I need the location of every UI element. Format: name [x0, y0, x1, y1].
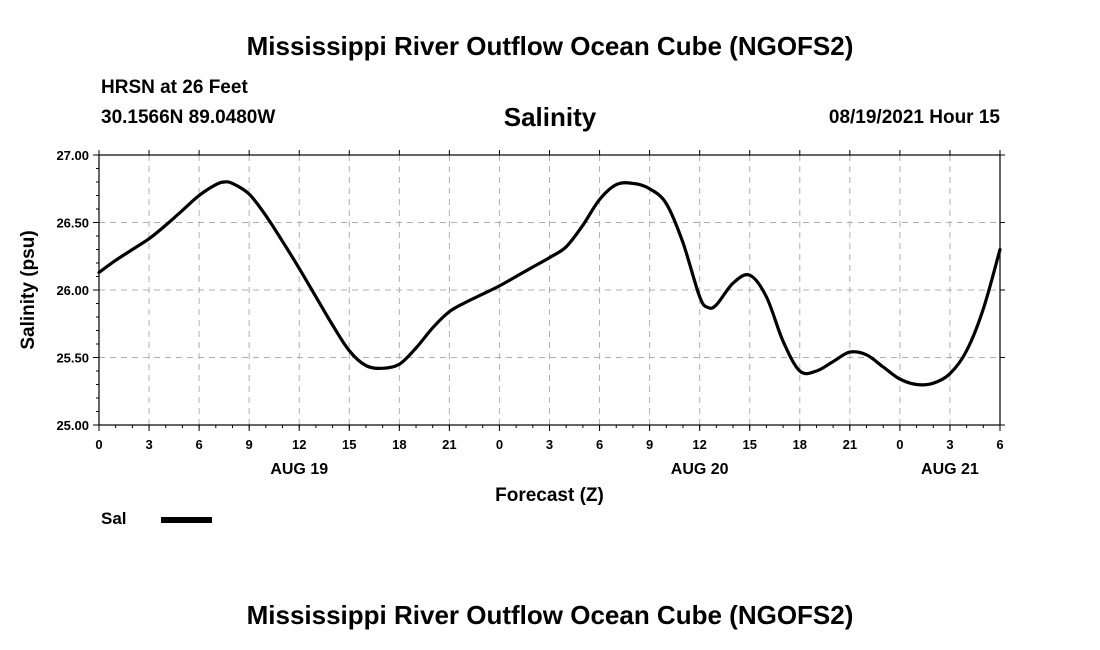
- x-day-label: AUG 21: [921, 461, 979, 478]
- y-tick-label: 26.00: [56, 283, 89, 298]
- station-coordinates: 30.1566N 89.0480W: [101, 107, 276, 128]
- legend-label: Sal: [101, 509, 127, 528]
- x-tick-label: 18: [793, 437, 807, 452]
- series-line-sal: [97, 180, 1002, 387]
- y-tick-label: 26.50: [56, 216, 89, 231]
- x-day-label: AUG 20: [671, 461, 729, 478]
- station-label: HRSN at 26 Feet: [101, 77, 248, 98]
- plot-title: Salinity: [503, 102, 597, 132]
- x-day-label: AUG 19: [270, 461, 328, 478]
- x-tick-label: 12: [692, 437, 706, 452]
- x-tick-label: 0: [896, 437, 903, 452]
- y-tick-label: 25.50: [56, 351, 89, 366]
- x-tick-label: 3: [946, 437, 953, 452]
- x-tick-label: 18: [392, 437, 406, 452]
- x-tick-label: 0: [95, 437, 102, 452]
- footer-title: Mississippi River Outflow Ocean Cube (NG…: [246, 600, 854, 630]
- x-axis-title: Forecast (Z): [495, 485, 604, 506]
- x-tick-label: 21: [442, 437, 456, 452]
- x-tick-label: 6: [996, 437, 1003, 452]
- legend-swatch: [161, 517, 212, 523]
- x-tick-label: 15: [342, 437, 356, 452]
- main-title: Mississippi River Outflow Ocean Cube (NG…: [246, 31, 854, 61]
- x-tick-label: 3: [546, 437, 553, 452]
- y-tick-label: 27.00: [56, 148, 89, 163]
- x-tick-label: 12: [292, 437, 306, 452]
- x-tick-label: 0: [496, 437, 503, 452]
- y-tick-label: 25.00: [56, 418, 89, 433]
- x-tick-label: 21: [843, 437, 857, 452]
- x-tick-label: 9: [646, 437, 653, 452]
- x-tick-label: 9: [246, 437, 253, 452]
- y-axis-title: Salinity (psu): [18, 230, 39, 349]
- forecast-datetime: 08/19/2021 Hour 15: [828, 107, 1000, 128]
- x-tick-label: 15: [742, 437, 756, 452]
- x-tick-label: 6: [596, 437, 603, 452]
- x-tick-label: 3: [145, 437, 152, 452]
- x-tick-label: 6: [195, 437, 202, 452]
